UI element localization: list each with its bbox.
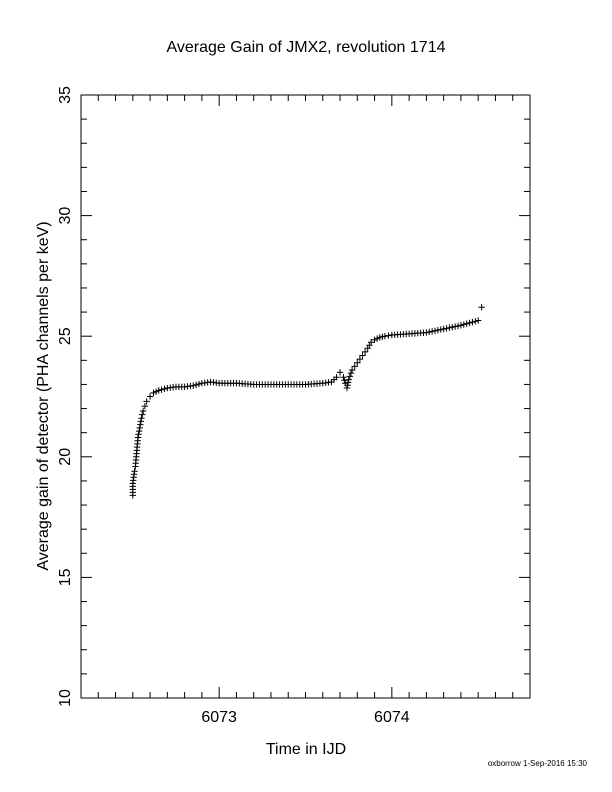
data-point [449, 323, 456, 331]
data-point [146, 393, 154, 400]
data-point [478, 304, 485, 311]
data-point [469, 318, 476, 326]
y-tick-label: 10 [57, 689, 74, 707]
data-point [155, 387, 162, 394]
y-tick-label: 15 [57, 568, 74, 586]
data-point [361, 348, 369, 356]
data-point [381, 333, 389, 340]
data-point [195, 380, 203, 388]
data-point [460, 321, 468, 328]
data-point [158, 386, 165, 393]
data-point [138, 415, 145, 422]
data-point [434, 326, 442, 334]
y-tick-label: 20 [57, 448, 74, 466]
axis-ticks [80, 94, 531, 699]
data-point [451, 323, 459, 330]
data-point [192, 381, 200, 389]
data-point [143, 398, 150, 405]
footer-credit: oxborrow 1-Sep-2016 15:30 [488, 759, 588, 768]
data-point [354, 359, 361, 366]
data-point [137, 421, 144, 428]
data-point [134, 434, 142, 441]
data-point [344, 382, 351, 389]
y-tick-label: 30 [57, 207, 74, 225]
chart-title: Average Gain of JMX2, revolution 1714 [167, 39, 446, 56]
data-point [336, 369, 344, 376]
data-point [343, 384, 351, 392]
data-point [457, 322, 465, 329]
data-point [454, 322, 462, 330]
data-point [437, 326, 444, 333]
data-point [341, 377, 348, 384]
data-point [137, 418, 145, 425]
x-tick-labels: 6073 6074 [201, 709, 409, 726]
y-tick-label: 25 [57, 327, 74, 345]
data-point [161, 385, 168, 393]
data-point [463, 320, 470, 327]
data-point [348, 366, 356, 374]
data-point [359, 352, 366, 359]
x-tick-label: 6074 [374, 709, 410, 726]
data-point [367, 339, 375, 346]
y-tick-labels: 10 15 20 25 30 35 [57, 86, 74, 707]
data-point [385, 332, 392, 339]
data-point [346, 373, 354, 380]
data-point [333, 374, 340, 381]
data-point [344, 379, 352, 386]
data-point [190, 382, 197, 389]
data-point [345, 376, 352, 383]
data-point [423, 329, 430, 336]
data-point [428, 328, 436, 335]
data-point [443, 325, 450, 332]
y-axis-label: Average gain of detector (PHA channels p… [35, 221, 52, 570]
data-point [356, 355, 364, 363]
x-axis-label: Time in IJD [266, 741, 346, 758]
data-point [474, 317, 482, 324]
data-point [366, 342, 373, 349]
y-tick-label: 35 [57, 86, 74, 104]
data-point [347, 369, 355, 377]
data-points [129, 304, 485, 499]
data-point [139, 411, 146, 418]
data-point [135, 427, 143, 435]
data-point [136, 424, 143, 432]
data-point [440, 325, 447, 333]
data-point [351, 363, 358, 370]
data-point [426, 328, 433, 336]
data-point [135, 431, 142, 438]
data-point [139, 407, 147, 415]
data-point [431, 327, 439, 334]
data-point [466, 319, 473, 327]
data-point [141, 402, 149, 410]
data-point [131, 468, 138, 475]
data-point [340, 374, 347, 381]
data-point [472, 318, 479, 325]
x-tick-label: 6073 [201, 709, 237, 726]
data-point [446, 324, 453, 331]
